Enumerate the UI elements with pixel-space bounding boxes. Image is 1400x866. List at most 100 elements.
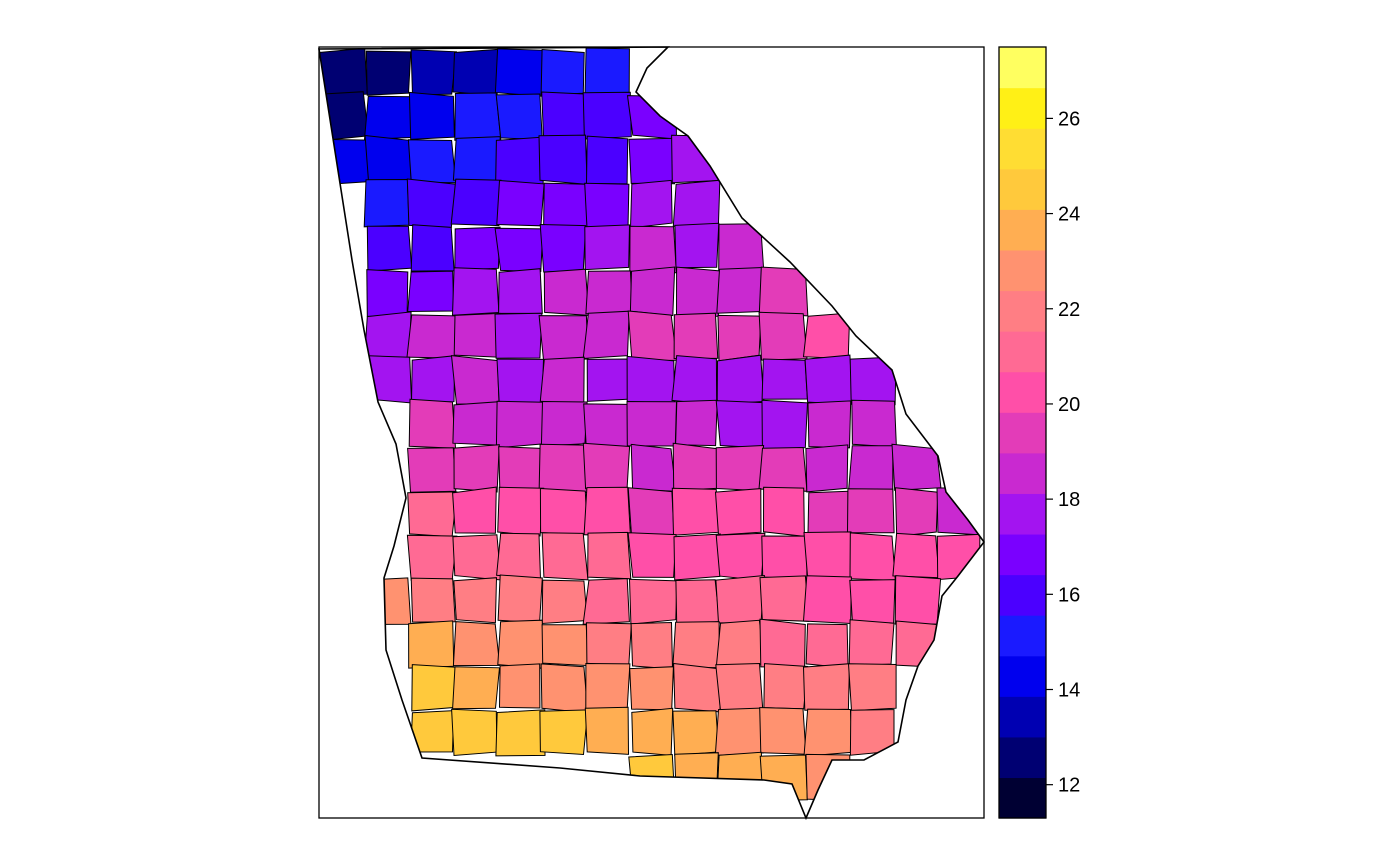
legend-tick-label: 16 (1058, 584, 1080, 606)
county-polygon (762, 486, 805, 537)
county-polygon (716, 266, 764, 314)
county-polygon (406, 178, 457, 229)
county-polygon (538, 315, 589, 361)
county-polygon (629, 179, 673, 229)
county-polygon (452, 486, 497, 534)
county-polygon (451, 708, 498, 757)
county-polygon (673, 312, 719, 360)
county-polygon (627, 310, 678, 362)
legend-swatch (999, 371, 1046, 413)
county-polygon (411, 664, 457, 712)
county-polygon (319, 47, 368, 97)
county-polygon (541, 91, 588, 139)
county-polygon (408, 398, 457, 449)
county-polygon (407, 447, 457, 493)
county-polygon (497, 574, 543, 624)
county-polygon (627, 487, 675, 538)
county-polygon (410, 49, 458, 96)
county-polygon (496, 179, 545, 227)
county-polygon (846, 488, 895, 534)
legend-tick-label: 20 (1058, 394, 1080, 416)
county-polygon (630, 621, 674, 670)
county-polygon (538, 134, 588, 185)
county-polygon (715, 532, 766, 582)
color-legend: 12 14 16 18 20 22 24 26 (998, 46, 1080, 819)
county-polygon (494, 312, 543, 359)
legend-tick-label: 12 (1058, 775, 1080, 797)
county-polygon (584, 706, 630, 755)
county-polygon (410, 355, 456, 404)
county-polygon (452, 401, 500, 446)
legend-swatch (999, 736, 1046, 779)
county-polygon (406, 314, 457, 359)
county-polygon (540, 48, 585, 96)
county-polygon (802, 575, 852, 625)
county-polygon (454, 226, 501, 271)
county-polygon (628, 137, 678, 185)
county-polygon (675, 579, 721, 625)
county-polygon (671, 355, 718, 406)
county-polygon (628, 578, 678, 625)
county-polygon (496, 532, 542, 580)
county-polygon (584, 224, 631, 271)
legend-swatch (999, 452, 1046, 494)
county-polygon (407, 491, 458, 538)
county-polygon (541, 532, 589, 581)
county-polygon (849, 579, 896, 625)
county-polygon (539, 709, 589, 756)
legend-swatch (999, 533, 1046, 576)
county-polygon (453, 312, 501, 358)
legend-swatch (999, 331, 1046, 373)
county-polygon (494, 227, 544, 273)
legend-tick-label: 18 (1058, 489, 1080, 511)
county-polygon (585, 270, 633, 315)
county-polygon (759, 707, 807, 755)
legend-swatch (999, 777, 1046, 819)
county-polygon (807, 490, 853, 536)
legend-tick-label: 24 (1058, 204, 1080, 226)
county-polygon (497, 486, 545, 537)
county-polygon (453, 444, 500, 493)
county-polygon (894, 487, 939, 537)
county-polygon (363, 95, 414, 140)
legend-tick-label: 14 (1058, 680, 1080, 702)
county-polygon (452, 136, 501, 183)
county-polygon (584, 182, 630, 229)
county-polygon (892, 532, 940, 579)
county-polygon (714, 707, 765, 757)
state-outline (318, 46, 985, 821)
county-polygon (408, 620, 455, 669)
county-polygon (583, 486, 631, 536)
legend-swatch (999, 168, 1046, 210)
county-polygon (673, 533, 721, 581)
county-polygon (539, 356, 585, 405)
legend-swatch (999, 87, 1046, 129)
legend-swatch (999, 249, 1046, 292)
county-polygon (543, 182, 589, 230)
legend-swatch (999, 209, 1046, 251)
county-polygon (761, 358, 808, 400)
county-polygon (366, 225, 413, 272)
county-polygon (758, 266, 809, 317)
county-polygon (717, 314, 762, 362)
legend-tick-label: 22 (1058, 299, 1080, 321)
county-polygon (410, 224, 455, 272)
county-polygon (407, 270, 455, 313)
county-polygon (541, 624, 589, 667)
county-polygon (587, 531, 632, 580)
county-polygon (495, 136, 545, 185)
county-polygon (851, 399, 897, 448)
county-polygon (583, 403, 630, 448)
county-polygon (406, 534, 458, 582)
county-polygon (715, 619, 765, 668)
county-polygon (495, 400, 545, 449)
county-polygon (410, 577, 456, 623)
county-polygon (582, 442, 631, 490)
legend-swatch (999, 290, 1046, 332)
county-polygon (674, 222, 720, 269)
county-polygon (452, 666, 501, 710)
county-polygon (626, 401, 678, 447)
county-polygon (408, 91, 455, 140)
county-polygon (759, 575, 810, 622)
county-polygon (716, 354, 765, 405)
